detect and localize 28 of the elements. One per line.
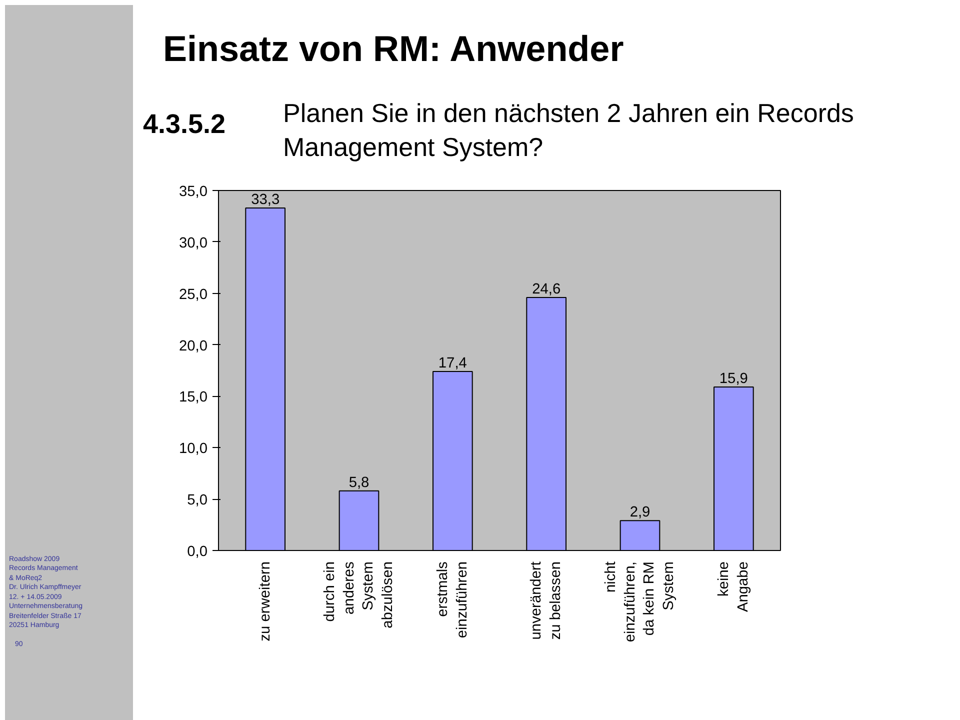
chart-title: Einsatz von RM: Anwender	[163, 27, 624, 71]
x-tick-label: nicht einzuführen, da kein RM System	[603, 561, 677, 642]
bar	[432, 371, 473, 550]
data-label: 15,9	[719, 370, 748, 387]
data-label: 33,3	[251, 192, 280, 208]
x-tick-label: durch ein anderes System abzulösen	[322, 561, 396, 628]
bar	[620, 520, 660, 550]
bar	[338, 490, 380, 550]
bar	[245, 207, 286, 550]
text: 4.3.5.2	[143, 108, 226, 141]
y-tick-label: 20,0	[178, 338, 208, 354]
x-tick-label: erstmals einzuführen	[435, 561, 470, 638]
x-tick-label: zu erweitern	[257, 561, 274, 642]
data-label: 17,4	[438, 356, 467, 372]
bar	[713, 386, 754, 550]
bar	[526, 296, 567, 550]
data-label: 24,6	[532, 281, 561, 298]
y-tick-label: 5,0	[187, 492, 208, 509]
data-label: 5,8	[348, 474, 370, 491]
y-tick-label: 30,0	[178, 235, 208, 252]
y-tick-label: 0,0	[187, 544, 208, 560]
y-tick-label: 25,0	[178, 286, 208, 303]
y-tick-label: 35,0	[178, 184, 208, 200]
chart-subtitle: Planen Sie in den nächsten 2 Jahren ein Records Management System?	[283, 97, 855, 164]
y-tick-label: 10,0	[178, 441, 208, 458]
x-tick-label: keine Angabe	[716, 561, 752, 612]
data-label: 2,9	[630, 504, 650, 521]
y-tick-label: 15,0	[178, 390, 208, 406]
